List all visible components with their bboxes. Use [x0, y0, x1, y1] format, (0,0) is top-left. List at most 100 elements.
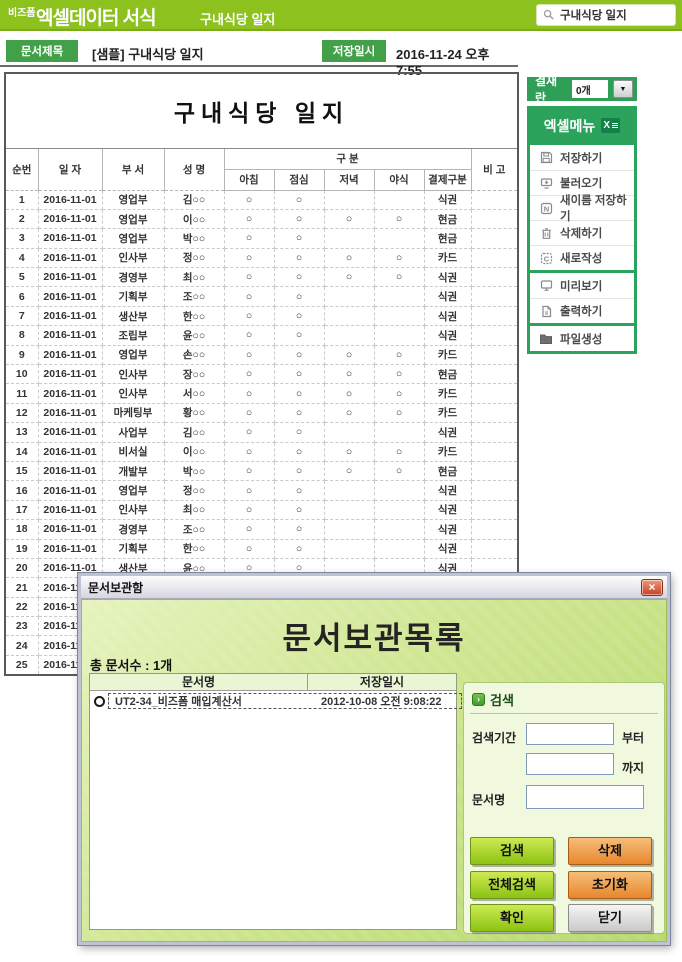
menu-item-새로작성[interactable]: C 새로작성 — [530, 245, 634, 270]
table-cell: 15 — [4, 460, 39, 482]
button-초기화[interactable]: 초기화 — [568, 871, 652, 899]
table-cell: 이○○ — [163, 208, 225, 230]
table-cell: 식권 — [423, 499, 472, 521]
table-cell: 6 — [4, 286, 39, 307]
table-cell: 정○○ — [163, 247, 225, 269]
button-닫기[interactable]: 닫기 — [568, 904, 652, 932]
table-cell — [373, 480, 425, 501]
menu-item-label: 삭제하기 — [560, 228, 603, 240]
table-cell: 2016-11-01 — [37, 499, 103, 521]
search-section-header: › 검색 — [472, 690, 514, 709]
button-삭제[interactable]: 삭제 — [568, 837, 652, 865]
table-cell: ○ — [223, 228, 275, 249]
search-box[interactable] — [536, 4, 676, 26]
chevron-down-icon[interactable]: ▼ — [613, 80, 633, 98]
table-cell: 경영부 — [101, 267, 165, 288]
table-cell: ○ — [223, 538, 275, 559]
table-cell: 1 — [4, 189, 39, 210]
table-cell — [323, 228, 375, 249]
table-cell: 2016-11-01 — [37, 286, 103, 307]
menu-item-저장하기[interactable]: 저장하기 — [530, 145, 634, 170]
table-cell — [470, 422, 519, 443]
table-cell: 24 — [4, 635, 39, 656]
table-cell: ○ — [373, 441, 425, 462]
col-header-payment: 결제구분 — [423, 168, 472, 191]
table-row: 13 2016-11-01 사업부 김○○ ○ ○ 식권 — [4, 422, 519, 443]
period-label: 검색기간 — [472, 731, 517, 745]
table-cell: 카드 — [423, 402, 472, 424]
document-list: 문서명 저장일시 UT2-34_비즈폼 매입계산서 2012-10-08 오전 9… — [89, 673, 462, 930]
app-header: 비즈폼 엑셀데이터 서식 구내식당 일지 — [0, 0, 682, 31]
col-header-note: 비 고 — [470, 147, 519, 191]
table-cell: ○ — [223, 325, 275, 346]
table-cell: 2016-11-01 — [37, 480, 103, 501]
period-to-input[interactable] — [526, 753, 614, 775]
radio-icon[interactable] — [94, 695, 105, 707]
document-name: 구내식당 일지 — [200, 12, 276, 27]
table-cell — [470, 383, 519, 404]
table-cell: 10 — [4, 364, 39, 385]
doc-name-input[interactable] — [526, 785, 644, 809]
search-input[interactable] — [560, 9, 669, 21]
menu-item-label: 불러오기 — [560, 178, 603, 190]
table-cell — [470, 402, 519, 424]
table-cell: 18 — [4, 519, 39, 540]
table-cell: ○ — [373, 208, 425, 230]
col-header-no: 순번 — [4, 147, 39, 191]
table-cell: 현금 — [423, 364, 472, 385]
menu-item-삭제하기[interactable]: 삭제하기 — [530, 220, 634, 245]
table-cell — [470, 208, 519, 230]
dialog-titlebar[interactable]: 문서보관함 × — [81, 576, 667, 599]
table-cell: 4 — [4, 247, 39, 269]
menu-item-label: 미리보기 — [560, 280, 603, 293]
table-cell: ○ — [323, 383, 375, 404]
document-row-cells: UT2-34_비즈폼 매입계산서 2012-10-08 오전 9:08:22 — [108, 693, 462, 709]
table-cell: 서○○ — [163, 383, 225, 404]
table-cell: 2016-11-01 — [37, 364, 103, 385]
menu-item-불러오기[interactable]: 불러오기 — [530, 170, 634, 195]
menu-item-출력하기[interactable]: 출력하기 — [530, 298, 634, 323]
table-cell: ○ — [373, 247, 425, 269]
table-cell: ○ — [223, 519, 275, 540]
col-header-breakfast: 아침 — [223, 168, 275, 191]
table-cell: ○ — [373, 460, 425, 482]
table-cell: ○ — [273, 480, 325, 501]
table-cell: 2016-11-01 — [37, 402, 103, 424]
svg-text:C: C — [543, 254, 549, 263]
document-list-row[interactable]: UT2-34_비즈폼 매입계산서 2012-10-08 오전 9:08:22 — [90, 692, 462, 710]
table-row: 5 2016-11-01 경영부 최○○ ○ ○ ○ ○ 식권 — [4, 267, 519, 288]
table-cell — [323, 538, 375, 559]
table-cell — [323, 325, 375, 346]
table-cell — [470, 499, 519, 521]
new-doc-icon: C — [539, 251, 553, 265]
button-확인[interactable]: 확인 — [470, 904, 554, 932]
table-cell — [373, 189, 425, 210]
table-cell — [323, 480, 375, 501]
table-cell: 8 — [4, 325, 39, 346]
menu-item-새이름 저장하기[interactable]: N 새이름 저장하기 — [530, 195, 634, 223]
approval-count-select[interactable]: 0개 — [572, 80, 608, 98]
table-cell: 박○○ — [163, 228, 225, 249]
table-cell: 17 — [4, 499, 39, 521]
close-icon[interactable]: × — [641, 578, 663, 596]
table-cell: 현금 — [423, 228, 472, 249]
table-cell: ○ — [223, 460, 275, 482]
table-cell: ○ — [273, 305, 325, 327]
menu-item-파일생성[interactable]: 파일생성 — [530, 326, 634, 351]
table-cell — [470, 267, 519, 288]
button-전체검색[interactable]: 전체검색 — [470, 871, 554, 899]
button-검색[interactable]: 검색 — [470, 837, 554, 865]
table-cell: ○ — [273, 422, 325, 443]
table-cell: ○ — [273, 499, 325, 521]
period-from-suffix: 부터 — [622, 731, 645, 745]
brand-logo: 비즈폼 — [8, 8, 36, 19]
table-cell — [470, 305, 519, 327]
table-cell: 윤○○ — [163, 325, 225, 346]
table-cell: 9 — [4, 344, 39, 366]
table-cell: ○ — [223, 208, 275, 230]
menu-item-미리보기[interactable]: 미리보기 — [530, 273, 634, 298]
table-cell: 13 — [4, 422, 39, 443]
table-cell: 손○○ — [163, 344, 225, 366]
table-cell: 2016-11-01 — [37, 267, 103, 288]
period-from-input[interactable] — [526, 723, 614, 745]
